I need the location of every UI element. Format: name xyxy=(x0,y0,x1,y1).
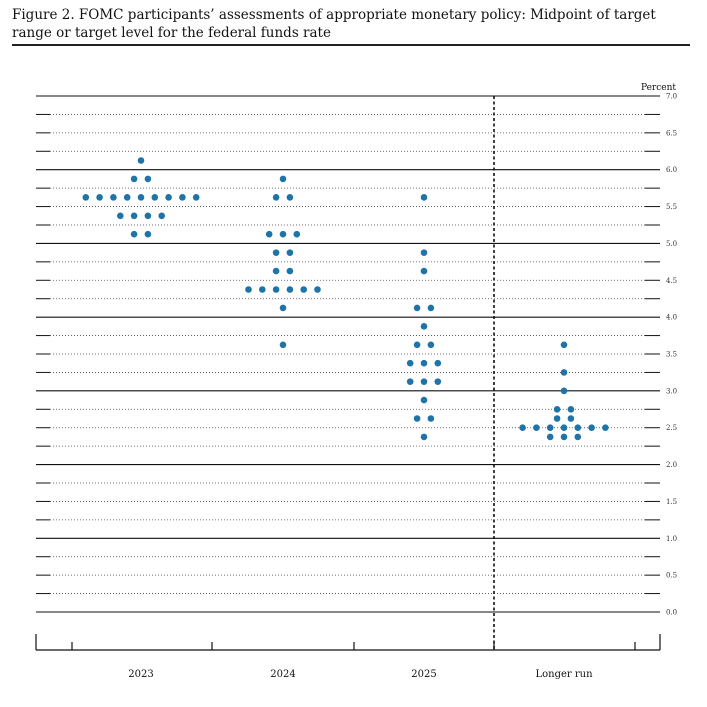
participant-dot xyxy=(272,194,280,201)
y-tick-label: 5.5 xyxy=(666,203,677,211)
participant-dot xyxy=(560,387,568,395)
y-tick-label: 0.0 xyxy=(666,609,677,617)
participant-dot xyxy=(413,304,421,312)
participant-dot xyxy=(434,359,442,367)
y-tick-label: 1.0 xyxy=(666,535,677,543)
participant-dot xyxy=(602,424,609,432)
y-tick-label: 4.5 xyxy=(666,277,677,285)
participant-dot xyxy=(110,194,117,201)
participant-dot xyxy=(259,286,266,293)
participant-dot xyxy=(96,194,103,201)
participant-dot xyxy=(272,249,280,256)
participant-dot xyxy=(560,369,568,376)
participant-dot xyxy=(286,267,294,275)
participant-dot xyxy=(567,405,575,413)
participant-dot xyxy=(420,359,428,367)
y-tick-label: 6.5 xyxy=(666,129,677,137)
participant-dot xyxy=(286,249,294,256)
participant-dot xyxy=(406,359,414,367)
participant-dot xyxy=(137,194,145,201)
y-tick-label: 2.0 xyxy=(666,461,677,469)
participant-dot xyxy=(533,424,540,432)
participant-dot xyxy=(427,415,435,422)
participant-dot xyxy=(406,378,414,385)
y-tick-label: 6.0 xyxy=(666,166,677,174)
participant-dot xyxy=(245,286,252,293)
participant-dot xyxy=(553,405,561,413)
x-category-label: 2023 xyxy=(128,669,153,680)
participant-dot xyxy=(413,415,421,422)
participant-dot xyxy=(427,304,435,312)
participant-dot xyxy=(420,194,428,201)
participant-dot xyxy=(567,415,575,422)
y-tick-label: 7.0 xyxy=(666,93,677,101)
participant-dot xyxy=(574,433,582,441)
participant-dot xyxy=(574,424,582,432)
participant-dot xyxy=(144,175,152,183)
x-category-label: 2024 xyxy=(270,669,295,680)
y-tick-label: 3.5 xyxy=(666,351,677,359)
y-tick-label: 0.5 xyxy=(666,572,677,580)
participant-dot xyxy=(279,341,287,349)
y-tick-label: 2.5 xyxy=(666,424,677,432)
participant-dot xyxy=(130,175,138,183)
y-unit-label: Percent xyxy=(641,83,676,93)
participant-dot xyxy=(588,424,595,432)
participant-dot xyxy=(546,424,554,432)
participant-dot xyxy=(130,230,138,238)
participant-dot xyxy=(179,194,186,201)
participant-dot xyxy=(151,194,159,201)
participant-dot xyxy=(519,424,526,432)
participant-dot xyxy=(420,378,428,385)
participant-dot xyxy=(420,323,428,330)
participant-dot xyxy=(137,157,145,164)
participant-dot xyxy=(279,304,287,312)
y-tick-label: 5.0 xyxy=(666,240,677,248)
x-category-label: 2025 xyxy=(411,669,436,680)
x-category-label: Longer run xyxy=(535,669,593,680)
participant-dot xyxy=(82,194,90,201)
participant-dot xyxy=(420,396,428,404)
participant-dot xyxy=(413,341,421,349)
participant-dot xyxy=(279,230,287,238)
participant-dot xyxy=(560,424,568,432)
participant-dot xyxy=(434,378,442,385)
figure-title: Figure 2. FOMC participants’ assessments… xyxy=(12,7,656,41)
participant-dot xyxy=(123,194,131,201)
participant-dot xyxy=(158,212,165,220)
participant-dot xyxy=(192,194,200,201)
title-rule xyxy=(12,44,690,46)
participant-dot xyxy=(293,230,301,238)
participant-dot xyxy=(144,212,152,220)
participant-dot xyxy=(560,433,568,441)
participant-dot xyxy=(286,286,294,293)
participant-dot xyxy=(144,230,152,238)
participant-dot xyxy=(546,433,554,441)
participant-dot xyxy=(427,341,435,349)
participant-dot xyxy=(165,194,172,201)
participant-dot xyxy=(117,212,124,220)
participant-dot xyxy=(130,212,138,220)
participant-dot xyxy=(553,415,561,422)
y-tick-label: 3.0 xyxy=(666,387,677,395)
y-tick-label: 4.0 xyxy=(666,314,677,322)
participant-dot xyxy=(314,286,321,293)
participant-dot xyxy=(420,267,428,275)
participant-dot xyxy=(279,175,287,183)
participant-dot xyxy=(420,249,428,256)
participant-dot xyxy=(560,341,568,349)
participant-dot xyxy=(272,267,280,275)
participant-dot xyxy=(420,433,428,441)
y-tick-label: 1.5 xyxy=(666,498,677,506)
participant-dot xyxy=(300,286,308,293)
participant-dot xyxy=(265,230,273,238)
participant-dot xyxy=(286,194,294,201)
participant-dot xyxy=(272,286,280,293)
